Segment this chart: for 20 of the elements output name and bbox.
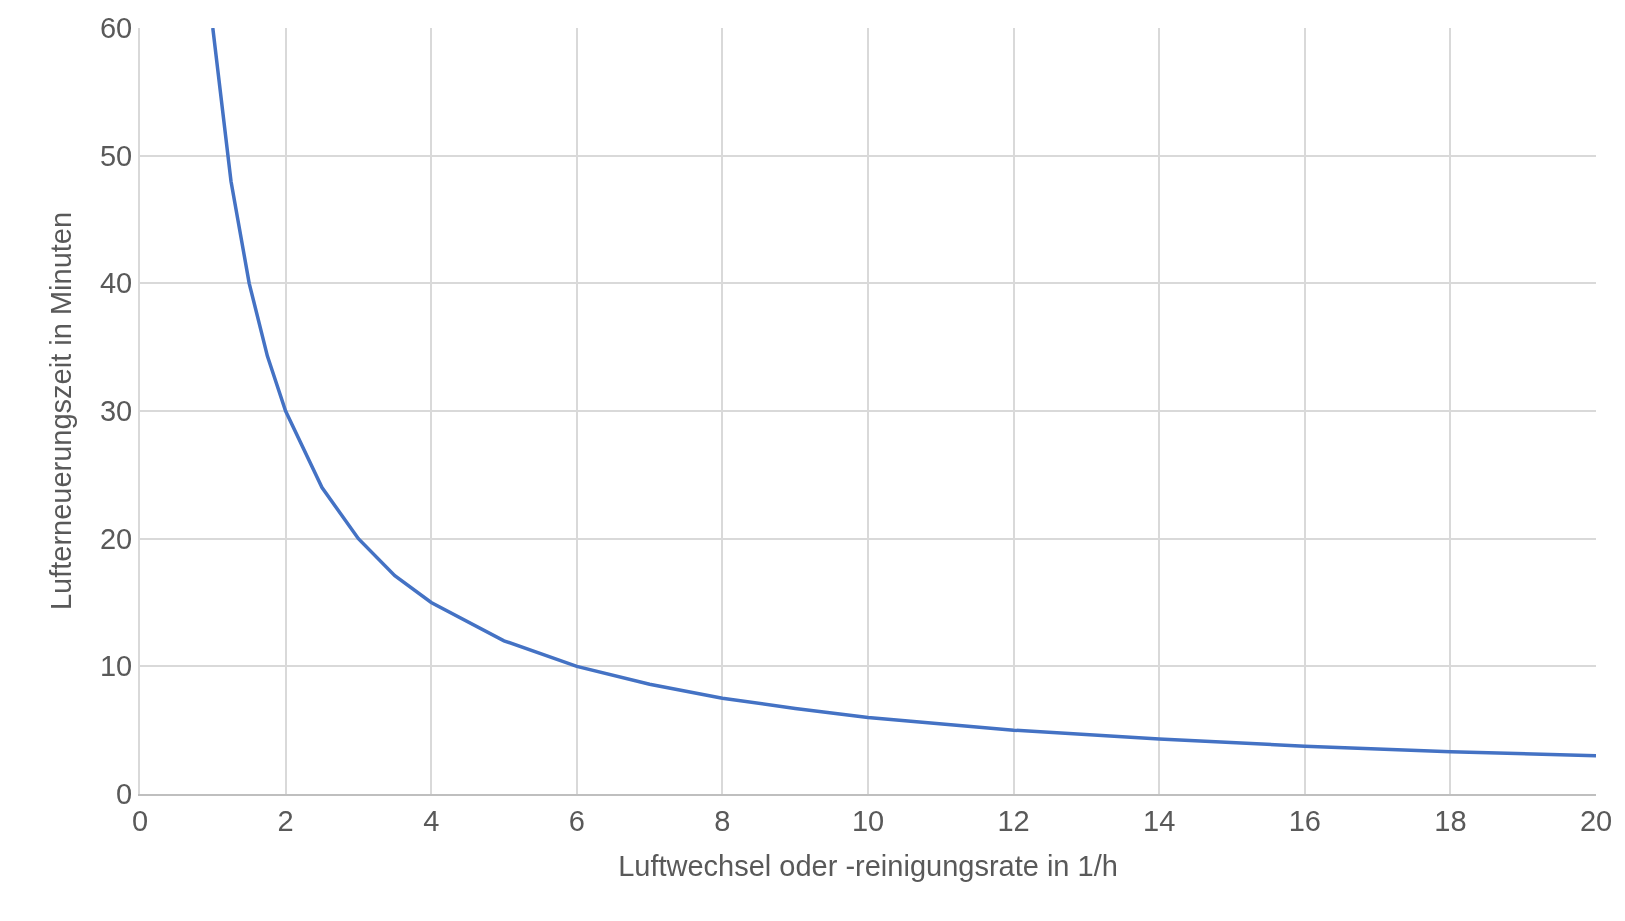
x-axis-title: Luftwechsel oder -reinigungsrate in 1/h (618, 850, 1118, 883)
y-tick-label: 40 (99, 267, 133, 300)
y-tick-label: 30 (99, 395, 133, 428)
y-tick-label: 10 (99, 650, 133, 683)
x-tick-label: 20 (1579, 804, 1613, 837)
line-series (211, 28, 1596, 758)
y-tick-label: 0 (116, 778, 133, 811)
x-tick-label: 4 (423, 804, 440, 837)
x-tick-label: 14 (1143, 804, 1176, 837)
x-tick-label: 16 (1288, 804, 1321, 837)
x-tick-label: 6 (568, 804, 585, 837)
x-tick-label: 12 (997, 804, 1030, 837)
x-tick-label: 10 (851, 804, 885, 837)
y-tick-label: 60 (99, 12, 133, 45)
y-tick-label: 50 (99, 139, 133, 172)
y-tick-label: 20 (99, 522, 133, 555)
x-tick-label: 8 (714, 804, 731, 837)
y-axis-title: Lufterneuerungszeit in Minuten (44, 211, 77, 611)
x-tick-label: 18 (1434, 804, 1467, 837)
x-tick-label: 2 (277, 804, 294, 837)
